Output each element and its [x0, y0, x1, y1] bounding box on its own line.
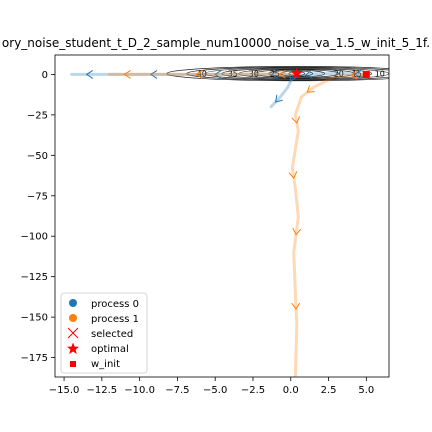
trajectory-arrow [195, 70, 203, 79]
y-tick-label: −150 [21, 313, 48, 324]
trajectory-arrow [291, 302, 301, 310]
legend-item-w-init: w_init [70, 359, 120, 370]
y-axis: 0 −25 −50 −75 −100 −125 −150 −175 [21, 70, 55, 364]
selected-x-marker [67, 327, 79, 339]
trajectory-arrow [350, 70, 358, 80]
w-init-square-marker [70, 361, 76, 367]
contour-label: 15 [352, 70, 362, 79]
legend-box [60, 292, 148, 374]
trajectory-arrow [292, 227, 302, 236]
legend-item-process-1: process 1 [69, 314, 139, 325]
trajectory-line [290, 72, 368, 377]
trajectory-arrow [150, 70, 158, 79]
y-tick-label: −25 [27, 110, 48, 121]
contour-line [186, 66, 389, 81]
plot-clip: 40 35 30 25 20 15 10 [70, 66, 389, 377]
plot-frame [54, 54, 390, 378]
trajectory-arrow [291, 116, 301, 124]
contour-label: 30 [249, 70, 259, 79]
trajectory-arrow [354, 69, 362, 79]
x-axis: −15.0 −12.5 −10.0 −7.5 −5.0 −2.5 0.0 2.5 5.0 [49, 377, 374, 396]
x-tick-label: −12.5 [87, 385, 118, 396]
point-markers [291, 67, 370, 79]
legend-item-process-0: process 0 [69, 299, 139, 310]
contour-line [166, 66, 389, 82]
trajectory-arrow [288, 171, 298, 179]
legend-label-selected: selected [91, 329, 133, 340]
x-tick-label: −5.0 [203, 385, 227, 396]
trajectory-arrow [289, 73, 298, 82]
x-tick-label: −2.5 [241, 385, 265, 396]
y-tick-label: −75 [27, 191, 48, 202]
process-0-marker [69, 299, 77, 307]
trajectory-arrow [278, 69, 286, 79]
x-tick-label: −7.5 [165, 385, 189, 396]
trajectory-arrow [85, 70, 94, 79]
optimal-point [291, 67, 303, 79]
contour-label: 25 [270, 70, 280, 79]
optimal-star-marker [67, 342, 79, 354]
legend-label-process-0: process 0 [91, 299, 139, 310]
trajectory-arrow [270, 70, 279, 79]
trajectory-line [70, 72, 368, 78]
process-1-marker [69, 314, 77, 322]
x-tick-label: 2.5 [321, 385, 337, 396]
legend-item-optimal: optimal [67, 342, 129, 355]
y-tick-label: −125 [21, 272, 48, 283]
contour-label: 35 [228, 70, 238, 79]
y-tick-label: −50 [27, 151, 48, 162]
trajectory-arrow [306, 85, 315, 93]
legend-item-selected: selected [67, 327, 133, 340]
x-tick-label: −10.0 [124, 385, 155, 396]
trajectory-arrow [214, 70, 222, 79]
trajectory-arrow [304, 69, 313, 79]
contour-label: 10 [375, 70, 385, 79]
x-tick-label: 0.0 [283, 385, 299, 396]
y-tick-label: 0 [42, 70, 48, 81]
w-init-point [362, 70, 370, 78]
y-tick-label: −175 [21, 353, 48, 364]
x-tick-label: 5.0 [358, 385, 374, 396]
legend: process 0 process 1 selected optimal w_i… [60, 292, 148, 374]
legend-label-process-1: process 1 [91, 314, 139, 325]
legend-label-w-init: w_init [91, 359, 120, 370]
x-tick-label: −15.0 [49, 385, 80, 396]
contour-label: 20 [334, 70, 344, 79]
trajectory-arrow [275, 94, 283, 103]
contour-label: 40 [197, 70, 207, 79]
legend-label-optimal: optimal [91, 344, 129, 355]
y-tick-label: −100 [21, 232, 48, 243]
chart-title: ory_noise_student_t_D_2_sample_num10000_… [2, 36, 430, 50]
trajectory-series [70, 69, 368, 377]
trajectory-arrow [123, 70, 131, 79]
